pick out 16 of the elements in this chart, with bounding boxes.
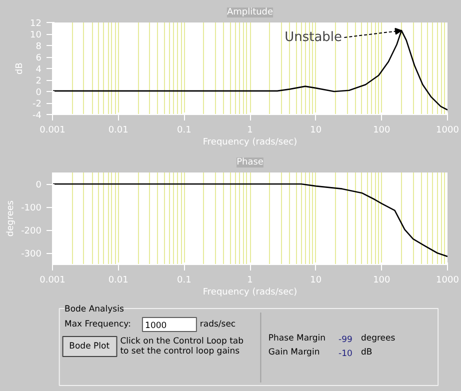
- annotation: Unstable: [284, 30, 342, 45]
- text: rads/sec: [200, 320, 236, 330]
- text: Max Frequency:: [64, 320, 131, 330]
- text: Gain Margin: [268, 348, 320, 358]
- text: Bode Plot: [69, 342, 110, 352]
- text: degrees: [360, 334, 396, 344]
- text: Phase Margin: [268, 334, 326, 344]
- text: to set the control loop gains: [120, 346, 240, 356]
- chart-title: Amplitude: [226, 8, 274, 18]
- text: Bode Analysis: [64, 304, 124, 314]
- text: -10: [338, 349, 352, 359]
- text: dB: [360, 348, 372, 358]
- text: Click on the Control Loop tab: [120, 336, 244, 346]
- text: 1000: [145, 321, 167, 331]
- chart-title: Phase: [236, 158, 264, 168]
- text: -99: [338, 335, 352, 345]
